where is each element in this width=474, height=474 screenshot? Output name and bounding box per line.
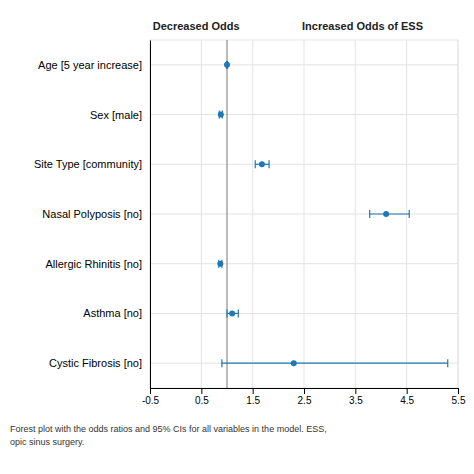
chart: -0.5 0.5 1.5 2.5 3.5 4.5 5.5 Age [5 year increa… [0,0,474,474]
x-tick: 2.5 [298,388,312,406]
y-axis: Age [5 year increase] Sex [male] Site Type… [34,41,151,389]
y-tick-label: Site Type [community] [34,158,142,170]
grid-line-y [150,214,458,215]
error-cap-upper [268,160,269,168]
x-tick: 3.5 [349,388,363,406]
x-tick-mark [150,388,151,394]
grid-line-x [150,40,151,388]
y-tick-label: Sex [male] [90,109,142,121]
y-tick-label: Nasal Polyposis [no] [42,208,142,220]
error-cap-lower [255,160,256,168]
x-tick: -0.5 [142,388,160,406]
y-tick-label: Asthma [no] [83,307,142,319]
grid-line-y [150,313,458,314]
error-cap-lower [226,309,227,317]
grid-line-y [150,363,458,364]
x-tick-mark [407,388,408,394]
x-tick-label: 5.5 [452,395,466,406]
marks [217,40,447,388]
point [224,62,230,68]
header-right: Increased Odds of ESS [302,20,423,32]
x-tick-label: 1.5 [246,395,260,406]
x-tick-mark [201,388,202,394]
point [217,261,223,267]
error-bar [222,363,448,364]
point [218,112,224,118]
estimate [255,160,269,168]
estimate [222,359,448,367]
caption: Forest plot with the odds ratios and 95%… [10,424,327,434]
x-tick-mark [355,388,356,394]
caption: opic sinus surgery. [10,437,84,447]
y-axis-line [150,41,151,389]
x-tick-mark [253,388,254,394]
grid-line-y [150,263,458,264]
y-tick: Nasal Polyposis [no] [42,208,150,220]
x-tick-mark [304,388,305,394]
point [259,161,265,167]
x-tick-label: 4.5 [400,395,414,406]
y-tick: Asthma [no] [83,307,150,319]
error-cap-upper [447,359,448,367]
x-axis-line [151,389,459,395]
point [383,211,389,217]
x-tick-label: 0.5 [195,395,209,406]
error-cap-upper [238,309,239,317]
point [291,360,297,366]
estimate [217,260,223,268]
estimate [227,309,238,317]
error-cap-upper [409,210,410,218]
estimate [224,61,230,69]
y-tick: Site Type [community] [34,158,150,170]
x-tick-label: -0.5 [142,395,160,406]
plot: -0.5 0.5 1.5 2.5 3.5 4.5 5.5 Age [5 year increa… [34,40,466,406]
y-tick: Allergic Rhinitis [no] [45,258,150,270]
reference-line [227,40,228,388]
x-tick: 1.5 [246,388,260,406]
header-left: Decreased Odds [153,20,240,32]
grid [150,40,458,388]
x-tick-label: 3.5 [349,395,363,406]
estimate [370,210,410,218]
point [229,310,235,316]
y-tick-label: Cystic Fibrosis [no] [49,357,142,369]
y-tick-label: Allergic Rhinitis [no] [45,258,142,270]
estimate [218,111,224,119]
x-tick: 4.5 [400,388,414,406]
error-cap-lower [369,210,370,218]
grid-line-y [150,64,458,65]
x-tick: 5.5 [452,388,466,406]
grid-line-y [150,164,458,165]
error-bar [370,213,410,214]
y-tick: Sex [male] [90,109,150,121]
y-tick: Age [5 year increase] [38,59,150,71]
y-tick-label: Age [5 year increase] [38,59,142,71]
grid-line-y [150,114,458,115]
x-axis: -0.5 0.5 1.5 2.5 3.5 4.5 5.5 [142,388,466,406]
x-tick-label: 2.5 [298,395,312,406]
x-tick-mark [458,388,459,394]
x-tick: 0.5 [195,388,209,406]
error-cap-lower [221,359,222,367]
plot-frame [150,40,458,388]
y-tick: Cystic Fibrosis [no] [49,357,150,369]
